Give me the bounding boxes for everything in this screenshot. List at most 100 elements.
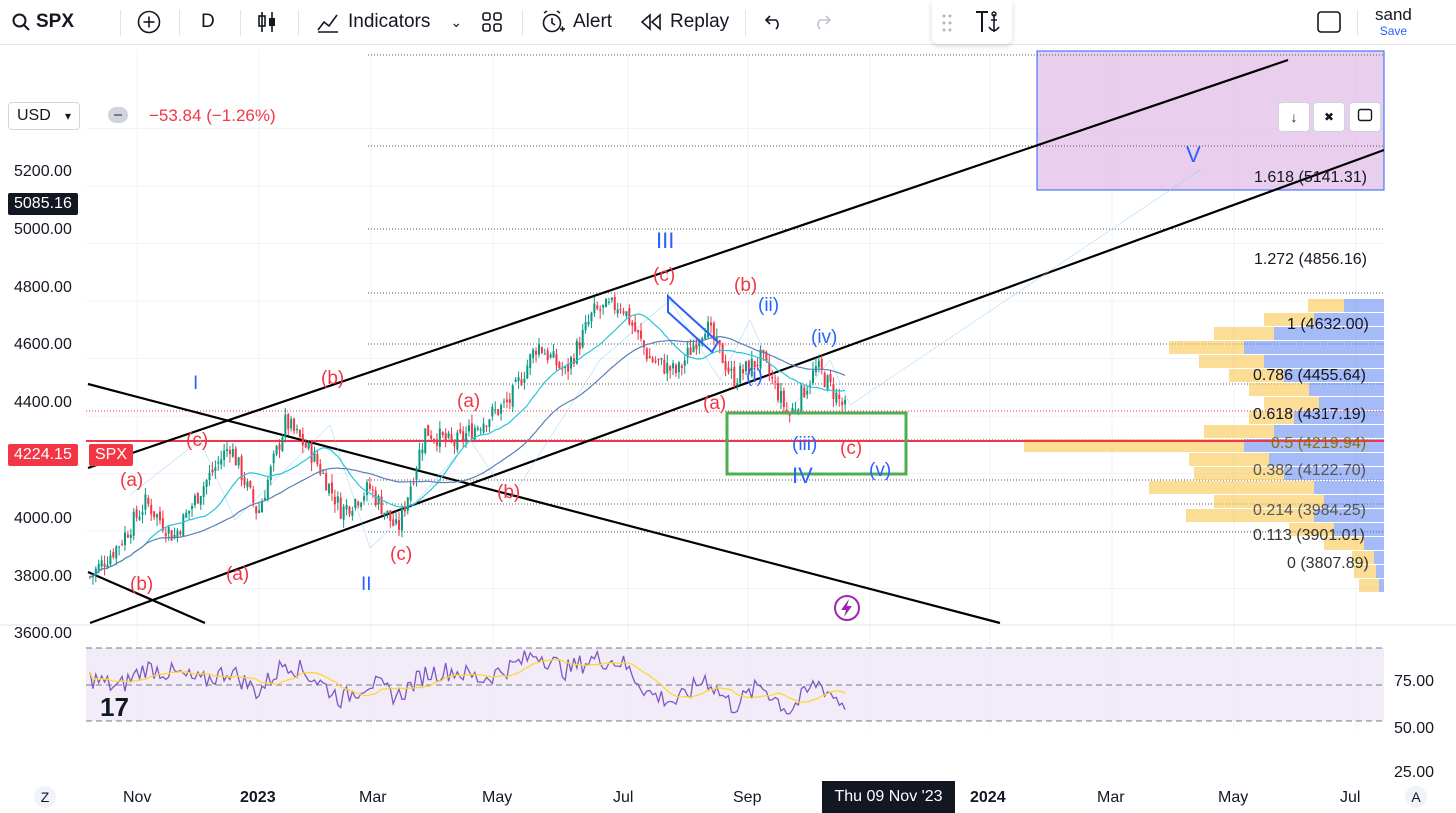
chevron-down-icon: ⌄	[450, 13, 463, 30]
y-tick: 5200.00	[14, 163, 72, 180]
fib-label: 1.618 (5141.31)	[1254, 169, 1367, 186]
rsi-tick: 75.00	[1394, 673, 1435, 690]
alert-button[interactable]: Alert	[540, 0, 612, 44]
downtrend-line-1	[87, 382, 1001, 625]
y-tick: 4800.00	[14, 279, 72, 296]
chart-area[interactable]: I II III IV V (a) (b) (c) (a) (b) (c) (a…	[0, 44, 1456, 813]
rsi-ma-line	[89, 658, 846, 703]
x-tick: Mar	[359, 789, 387, 806]
channel-flag[interactable]	[667, 293, 720, 354]
collapse-button[interactable]: ✖	[1313, 102, 1345, 132]
auto-scale-button[interactable]: A	[1405, 786, 1427, 808]
event-lightning-icon[interactable]	[834, 595, 860, 621]
zoom-button[interactable]: Z	[34, 786, 56, 808]
wave-label-c3: (c)	[653, 265, 675, 286]
wave-label-c1: (c)	[186, 430, 208, 451]
x-tick: Sep	[733, 789, 762, 806]
indicators-button[interactable]: Indicators ⌄	[316, 0, 462, 44]
replay-label: Replay	[670, 11, 730, 32]
interval-button[interactable]: D	[201, 0, 215, 44]
fib-label: 1 (4632.00)	[1287, 316, 1369, 333]
candles-icon	[256, 10, 278, 34]
maximize-button[interactable]	[1349, 102, 1381, 132]
moving-average-slow	[89, 335, 846, 578]
templates-button[interactable]	[481, 0, 503, 44]
downtrend-line-2	[87, 570, 206, 625]
y-tick: 4600.00	[14, 336, 72, 353]
tradingview-logo: 17	[100, 692, 129, 722]
fib-label: 0.382 (4122.70)	[1253, 462, 1366, 479]
wave-label-a2: (a)	[226, 564, 249, 585]
interval-label: D	[201, 11, 215, 32]
rsi-tick: 50.00	[1394, 720, 1435, 737]
x-tick: May	[1218, 789, 1249, 806]
wave-label-a4: (a)	[703, 393, 726, 414]
fib-label: 0.214 (3984.25)	[1253, 502, 1366, 519]
drag-handle-icon[interactable]	[942, 14, 952, 37]
wave-labels: I II III IV V (a) (b) (c) (a) (b) (c) (a…	[120, 142, 1201, 595]
moving-average-fast	[89, 313, 846, 578]
rsi-tick: 25.00	[1394, 764, 1435, 781]
a-icon: A	[1411, 789, 1421, 805]
wave-label-b2: (b)	[321, 368, 344, 389]
wave-label-2: II	[361, 574, 372, 595]
maximize-icon	[1357, 108, 1373, 127]
text-anchor-icon[interactable]	[974, 8, 1004, 41]
redo-button[interactable]	[812, 0, 832, 44]
fib-label: 0.618 (4317.19)	[1253, 406, 1366, 423]
symbol-tag: SPX	[89, 444, 134, 466]
wave-label-v: (v)	[869, 460, 891, 481]
fib-label: 0.786 (4455.64)	[1253, 367, 1366, 384]
layout-name: sand	[1375, 5, 1412, 24]
indicators-icon	[316, 10, 340, 34]
volume-profile	[1024, 299, 1384, 592]
save-layout-button[interactable]: sand Save	[1375, 0, 1412, 44]
last-price-tag: 4224.15	[8, 444, 78, 466]
crosshair-date-tag: Thu 09 Nov '23	[822, 781, 955, 813]
price-chart-canvas[interactable]: I II III IV V (a) (b) (c) (a) (b) (c) (a…	[0, 44, 1456, 775]
redo-icon	[812, 14, 832, 30]
chart-type-button[interactable]	[256, 0, 278, 44]
x-tick: May	[482, 789, 513, 806]
y-tick: 5000.00	[14, 221, 72, 238]
wave-label-c4: (c)	[840, 438, 862, 459]
symbol-search[interactable]: SPX	[12, 0, 74, 44]
alert-label: Alert	[573, 11, 613, 32]
wave-label-iii: (iii)	[792, 434, 817, 455]
x-tick: Mar	[1097, 789, 1125, 806]
channel-upper-line	[87, 58, 1289, 470]
wave-label-iv: (iv)	[811, 327, 837, 348]
currency-select[interactable]: USD ▾	[8, 102, 80, 130]
compare-button[interactable]	[137, 0, 161, 44]
top-toolbar: SPX D Indicators ⌄ Alert Replay sand Sav…	[0, 0, 1456, 45]
grid-icon	[481, 11, 503, 33]
price-change: −53.84 (−1.26%)	[149, 106, 276, 125]
wave-label-b1: (b)	[130, 574, 153, 595]
y-tick: 4400.00	[14, 394, 72, 411]
alarm-clock-icon	[540, 9, 566, 35]
undo-icon	[764, 14, 784, 30]
scroll-down-button[interactable]: ↓	[1278, 102, 1310, 132]
x-tick: Jul	[1340, 789, 1361, 806]
fib-label: 0.5 (4219.94)	[1271, 435, 1367, 452]
y-tick: 3600.00	[14, 625, 72, 642]
collapse-legend-button[interactable]	[108, 107, 128, 123]
wave-label-ii: (ii)	[758, 295, 779, 316]
candles	[89, 292, 847, 585]
wave-label-a1: (a)	[120, 470, 143, 491]
replay-button[interactable]: Replay	[640, 0, 729, 44]
fullscreen-button[interactable]	[1316, 0, 1342, 44]
undo-button[interactable]	[764, 0, 784, 44]
collapse-icon: ✖	[1323, 110, 1335, 124]
target-green-box[interactable]	[725, 411, 908, 476]
fib-label: 1.272 (4856.16)	[1254, 251, 1367, 268]
z-icon: Z	[40, 789, 50, 805]
symbol-label: SPX	[36, 11, 75, 32]
square-icon	[1316, 10, 1342, 34]
arrow-down-icon: ↓	[1290, 109, 1298, 125]
wave-label-a3: (a)	[457, 391, 480, 412]
svg-text:17: 17	[100, 692, 129, 722]
y-tick: 3800.00	[14, 568, 72, 585]
x-tick: 2024	[970, 789, 1006, 806]
save-label: Save	[1379, 24, 1408, 38]
